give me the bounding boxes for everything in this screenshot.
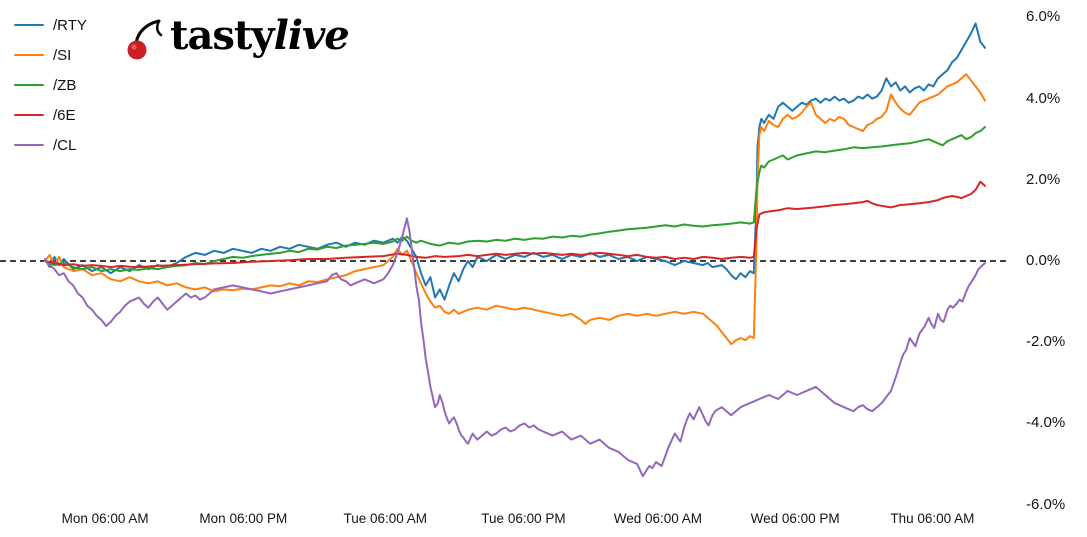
legend: /RTY /SI /ZB /6E /CL — [14, 10, 87, 160]
legend-item-cl: /CL — [14, 130, 87, 160]
legend-swatch-rty — [14, 23, 44, 27]
legend-item-si: /SI — [14, 40, 87, 70]
series-line-6e — [44, 180, 986, 269]
y-tick-label: -4.0% — [1026, 414, 1066, 432]
logo-word-tasty: tasty — [170, 12, 275, 59]
logo-word-live: live — [273, 12, 350, 59]
series-line-zb — [44, 126, 986, 273]
y-tick-label: 0.0% — [1026, 252, 1061, 269]
legend-item-zb: /ZB — [14, 70, 87, 100]
y-tick-label: -6.0% — [1026, 495, 1066, 513]
x-tick-label: Wed 06:00 PM — [750, 511, 840, 526]
legend-swatch-si — [14, 53, 44, 57]
y-tick-label: -2.0% — [1026, 333, 1066, 351]
logo-wordmark: tastylive — [170, 16, 350, 56]
y-tick-label: 4.0% — [1026, 89, 1061, 107]
x-tick-label: Mon 06:00 AM — [61, 511, 149, 526]
legend-swatch-6e — [14, 113, 44, 117]
x-tick-label: Tue 06:00 AM — [343, 511, 428, 526]
x-tick-label: Wed 06:00 AM — [613, 511, 703, 526]
legend-swatch-cl — [14, 143, 44, 147]
legend-item-rty: /RTY — [14, 10, 87, 40]
legend-label-zb: /ZB — [53, 76, 77, 94]
tastylive-logo: tastylive — [126, 16, 350, 62]
x-tick-label: Tue 06:00 PM — [481, 511, 566, 526]
legend-swatch-zb — [14, 83, 44, 87]
series-line-si — [44, 73, 986, 346]
x-tick-label: Mon 06:00 PM — [199, 511, 288, 526]
legend-item-6e: /6E — [14, 100, 87, 130]
y-tick-label: 6.0% — [1026, 8, 1061, 26]
y-tick-label: 2.0% — [1026, 170, 1061, 188]
x-tick-label: Thu 06:00 AM — [890, 511, 975, 526]
legend-label-rty: /RTY — [53, 16, 87, 34]
legend-label-cl: /CL — [53, 136, 77, 154]
series-line-rty — [44, 22, 986, 301]
series-line-cl — [44, 217, 986, 478]
legend-label-6e: /6E — [53, 106, 76, 124]
cherry-icon — [127, 19, 163, 60]
legend-label-si: /SI — [53, 46, 72, 64]
